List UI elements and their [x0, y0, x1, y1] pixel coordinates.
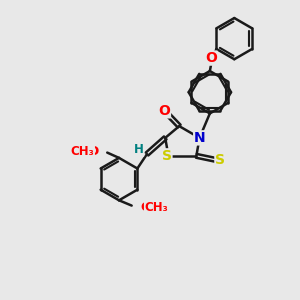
Text: O: O: [159, 104, 170, 118]
Text: N: N: [194, 131, 206, 145]
Text: H: H: [134, 143, 144, 156]
Text: O: O: [205, 51, 217, 65]
Text: O: O: [87, 145, 98, 158]
Text: O: O: [141, 201, 152, 214]
Text: S: S: [215, 153, 225, 167]
Text: S: S: [162, 149, 172, 163]
Text: CH₃: CH₃: [145, 201, 168, 214]
Text: CH₃: CH₃: [70, 145, 94, 158]
